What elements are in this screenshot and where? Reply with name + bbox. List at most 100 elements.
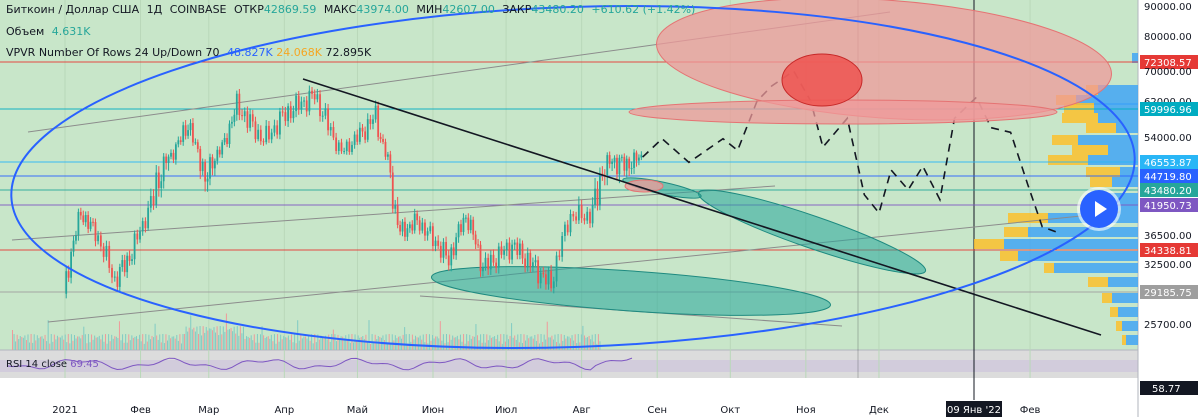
candle-body <box>257 129 260 140</box>
volume-bar <box>346 340 348 350</box>
candle-body <box>327 108 329 131</box>
candle-body <box>625 158 628 171</box>
volume-bar <box>348 334 350 350</box>
volume-bar <box>294 334 296 350</box>
candle-body <box>613 157 616 162</box>
volume-bar <box>106 343 108 350</box>
x-tick-label: 2021 <box>52 405 77 416</box>
candle-body <box>358 127 361 142</box>
vp-bar-down <box>1110 307 1118 317</box>
volume-bar <box>241 333 243 350</box>
volume-bar <box>525 340 527 350</box>
volume-bar <box>473 336 475 350</box>
x-tick-label: Ноя <box>796 405 816 416</box>
candle-body <box>513 242 516 245</box>
vp-bar-up <box>1078 135 1138 145</box>
candle-body <box>606 155 609 176</box>
vp-bar-up <box>1116 123 1138 133</box>
volume-bar <box>326 339 328 350</box>
candle-body <box>569 214 572 233</box>
volume-bar <box>140 341 142 350</box>
rsi-value-badge <box>1140 381 1198 395</box>
candle-body <box>182 125 185 142</box>
candle-body <box>116 276 119 287</box>
candle-body <box>113 276 116 278</box>
volume-bar <box>67 334 69 350</box>
volume-bar <box>441 340 443 350</box>
red-zone-ellipse <box>628 99 1058 125</box>
volume-bar <box>81 335 83 350</box>
volume-bar <box>187 331 189 350</box>
high-value: 43974.00 <box>356 3 409 16</box>
candle-body <box>284 112 287 122</box>
volume-bar <box>301 338 303 350</box>
volume-bar <box>315 342 317 350</box>
volume-bar <box>332 329 334 350</box>
volume-bar <box>500 334 502 350</box>
candle-body <box>231 121 233 124</box>
candle-body <box>108 245 111 268</box>
volume-bar <box>173 336 175 350</box>
volume-bar <box>43 338 44 350</box>
volume-bar <box>125 334 127 350</box>
low-value: 42607.00 <box>442 3 495 16</box>
candle-body <box>580 204 583 219</box>
candle-body <box>394 205 397 209</box>
rsi-line <box>7 357 633 371</box>
candle-body <box>121 260 124 268</box>
price-level-badge <box>1140 55 1198 69</box>
vp-bar-down <box>1086 167 1120 177</box>
candle-body <box>450 247 453 266</box>
volume-bar <box>250 335 252 350</box>
volume-bar <box>334 334 336 350</box>
volume-bar <box>385 334 387 350</box>
volume-bar <box>24 335 26 350</box>
volume-bar <box>309 340 311 350</box>
volume-bar <box>362 336 364 350</box>
candle-body <box>431 226 434 247</box>
volume-bar <box>534 334 536 350</box>
volume-bar <box>590 339 592 350</box>
vp-bar-down <box>1122 335 1126 345</box>
volume-bar <box>126 342 128 350</box>
volume-bar <box>128 334 130 350</box>
candle-body <box>384 141 387 157</box>
play-replay-button[interactable] <box>1080 190 1118 228</box>
volume-bar <box>74 335 75 350</box>
volume-bar <box>275 343 277 350</box>
candle-body <box>340 142 343 152</box>
volume-bar <box>508 339 509 350</box>
volume-bar <box>207 330 209 350</box>
volume-bar <box>162 334 164 350</box>
volume-bar <box>298 340 300 350</box>
volume-bar <box>146 341 148 350</box>
interval[interactable]: 1Д <box>146 3 163 16</box>
volume-bar <box>486 334 488 350</box>
candle-body <box>305 100 308 112</box>
vp-bar-down <box>1088 277 1108 287</box>
volume-bar <box>236 326 238 350</box>
volume-bar <box>477 335 478 350</box>
candle-body <box>539 272 542 284</box>
candle-body <box>165 156 168 164</box>
high-label: МАКС <box>323 3 357 16</box>
volume-bar <box>255 342 257 350</box>
volume-bar <box>120 340 122 350</box>
volume-bar <box>571 335 573 350</box>
volume-bar <box>215 332 217 350</box>
volume-bar <box>163 343 165 350</box>
forecast-path <box>642 69 1058 233</box>
candle-body <box>279 111 281 135</box>
volume-bar <box>15 341 17 350</box>
candle-body <box>583 218 586 221</box>
red-zone-ellipse <box>624 179 664 193</box>
volume-bar <box>384 340 385 350</box>
volume-bar <box>118 321 120 350</box>
volume-bar <box>29 342 31 350</box>
volume-bar <box>337 334 339 350</box>
candle-body <box>79 211 82 216</box>
volume-bar <box>292 342 294 350</box>
vp-bar-down <box>1000 251 1018 261</box>
volume-bar <box>529 336 531 350</box>
